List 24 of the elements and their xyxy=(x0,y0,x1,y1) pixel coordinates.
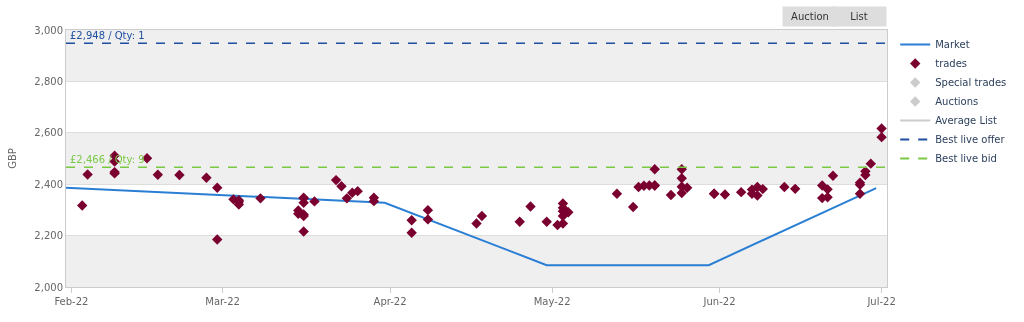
y-tick-label: 2,800 xyxy=(34,75,63,87)
y-axis-title: GBP xyxy=(7,148,19,169)
y-tick-label: 2,200 xyxy=(34,230,63,242)
legend-label: Best live offer xyxy=(935,134,1006,146)
x-tick-label: Jun-22 xyxy=(702,296,736,307)
ref-line-label: £2,948 / Qty: 1 xyxy=(70,30,145,41)
x-tick-label: Feb-22 xyxy=(54,296,89,307)
text: Auction xyxy=(791,11,829,22)
y-tick-label: 2,400 xyxy=(34,178,63,190)
legend-label: Best live bid xyxy=(935,153,997,165)
x-tick-label: Jul-22 xyxy=(866,296,896,307)
legend-label: trades xyxy=(935,58,968,70)
legend-label: Special trades xyxy=(935,77,1007,89)
y-tick-label: 2,600 xyxy=(34,127,63,139)
y-tick-label: 3,000 xyxy=(34,24,63,36)
x-tick-label: Mar-22 xyxy=(205,296,240,307)
legend-label: Average List xyxy=(935,115,998,127)
legend-label: Market xyxy=(935,39,970,51)
x-tick-label: Apr-22 xyxy=(373,296,407,307)
legend-label: Auctions xyxy=(935,96,979,108)
text: List xyxy=(850,11,868,22)
line-series xyxy=(66,186,878,267)
x-tick-label: May-22 xyxy=(533,296,571,307)
y-tick-label: 2,000 xyxy=(34,281,63,293)
